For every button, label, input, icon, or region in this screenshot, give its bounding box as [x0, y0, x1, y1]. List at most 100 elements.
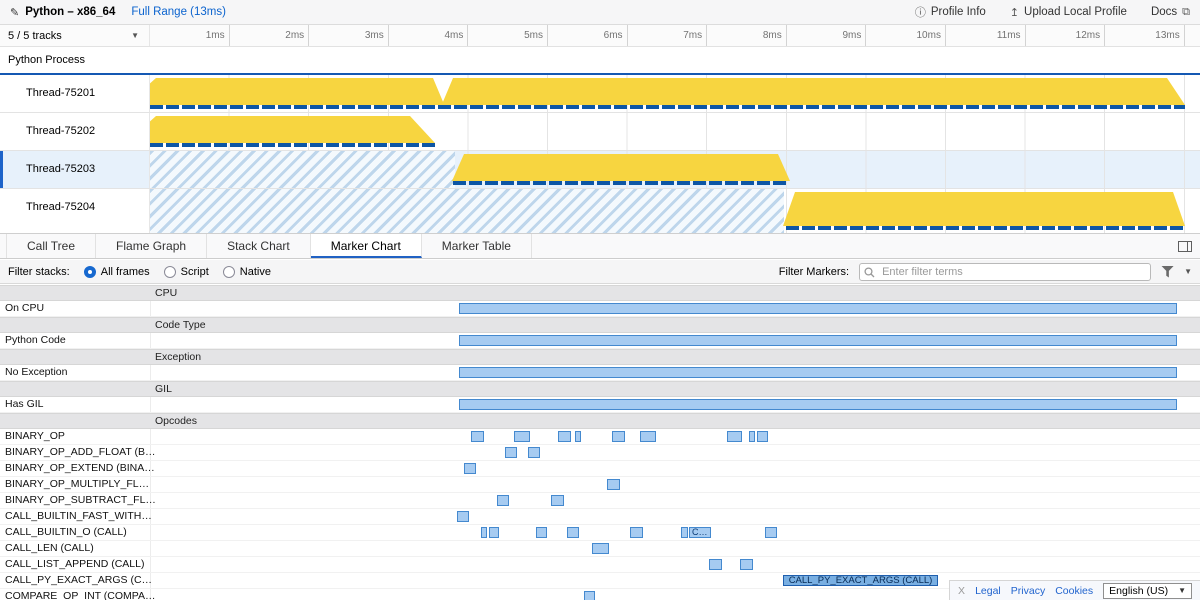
- tab-marker-chart[interactable]: Marker Chart: [310, 234, 422, 258]
- filter-funnel-icon[interactable]: [1161, 265, 1175, 278]
- marker-bar[interactable]: [505, 447, 517, 458]
- marker-group-header: CPU: [0, 285, 1200, 301]
- ruler-tick: 6ms: [548, 25, 628, 46]
- track-label[interactable]: Thread-75203: [0, 151, 150, 188]
- marker-bar[interactable]: [459, 399, 1177, 410]
- track-row[interactable]: Thread-75204: [0, 189, 1200, 233]
- track-label[interactable]: Thread-75204: [0, 189, 150, 233]
- track-label[interactable]: Thread-75201: [0, 75, 150, 112]
- docs-button[interactable]: Docs ⧉: [1151, 6, 1190, 19]
- marker-row[interactable]: Has GIL: [0, 397, 1200, 413]
- marker-row[interactable]: CALL_LEN (CALL): [0, 541, 1200, 557]
- tab-stack-chart[interactable]: Stack Chart: [207, 234, 311, 258]
- marker-row[interactable]: Python Code: [0, 333, 1200, 349]
- track-row[interactable]: Thread-75202: [0, 113, 1200, 151]
- marker-bar[interactable]: [471, 431, 484, 442]
- marker-bar[interactable]: [497, 495, 509, 506]
- radio-native[interactable]: Native: [222, 265, 271, 278]
- process-track-header[interactable]: Python Process: [0, 47, 1200, 75]
- timeline-ruler[interactable]: 1ms 2ms 3ms 4ms 5ms 6ms 7ms 8ms 9ms 10ms 11ms 12ms 1…: [150, 25, 1185, 46]
- marker-row-label: BINARY_OP: [5, 430, 65, 442]
- tab-flame-graph[interactable]: Flame Graph: [96, 234, 208, 258]
- radio-all-frames[interactable]: All frames: [83, 265, 150, 278]
- marker-bar[interactable]: [612, 431, 625, 442]
- marker-bar[interactable]: [459, 335, 1177, 346]
- marker-bar[interactable]: [584, 591, 595, 600]
- marker-bar[interactable]: [567, 527, 579, 538]
- ruler-tick: 13ms: [1105, 25, 1185, 46]
- marker-row[interactable]: COMPARE_OP_INT (COMPA…: [0, 589, 1200, 600]
- marker-bar[interactable]: [740, 559, 753, 570]
- close-button[interactable]: X: [958, 584, 966, 597]
- marker-row[interactable]: BINARY_OP_ADD_FLOAT (B…: [0, 445, 1200, 461]
- track-activity-fill: [150, 78, 1185, 105]
- marker-row[interactable]: BINARY_OP_EXTEND (BINA…: [0, 461, 1200, 477]
- marker-row[interactable]: CALL_PY_EXACT_ARGS (C… CALL_PY_EXACT_ARGS…: [0, 573, 1200, 589]
- tab-call-tree[interactable]: Call Tree: [6, 234, 97, 258]
- marker-row[interactable]: BINARY_OP_SUBTRACT_FL…: [0, 493, 1200, 509]
- profile-info-button[interactable]: ⓘ Profile Info: [915, 4, 986, 20]
- track-row[interactable]: Thread-75201: [0, 75, 1200, 113]
- marker-filter-input[interactable]: [859, 262, 1152, 281]
- radio-script-label: Script: [180, 265, 209, 278]
- marker-row-label: No Exception: [5, 366, 68, 378]
- marker-row[interactable]: No Exception: [0, 365, 1200, 381]
- marker-row[interactable]: CALL_LIST_APPEND (CALL): [0, 557, 1200, 573]
- marker-bar[interactable]: [765, 527, 777, 538]
- marker-bar[interactable]: [514, 431, 530, 442]
- ruler-tick: 8ms: [707, 25, 787, 46]
- marker-bar[interactable]: [592, 543, 609, 554]
- track-activity-graph[interactable]: [150, 151, 1200, 188]
- marker-bar[interactable]: [459, 367, 1177, 378]
- marker-bar[interactable]: [558, 431, 571, 442]
- radio-script[interactable]: Script: [163, 265, 209, 278]
- edit-profile-name-icon[interactable]: ✎: [10, 6, 20, 19]
- marker-bar[interactable]: [757, 431, 768, 442]
- track-label[interactable]: Thread-75202: [0, 113, 150, 150]
- marker-bar[interactable]: [489, 527, 499, 538]
- funnel-chevron-down-icon[interactable]: ▼: [1184, 267, 1192, 276]
- marker-bar[interactable]: [457, 511, 469, 522]
- timeline-ruler-bar: 5 / 5 tracks ▼ 1ms 2ms 3ms 4ms 5ms 6ms 7ms 8ms 9…: [0, 25, 1200, 47]
- panel-tab-bar: Call Tree Flame Graph Stack Chart Marker…: [0, 233, 1200, 259]
- marker-bar[interactable]: [681, 527, 688, 538]
- marker-bar[interactable]: [528, 447, 540, 458]
- marker-bar[interactable]: [749, 431, 755, 442]
- upload-local-profile-button[interactable]: ↥ Upload Local Profile: [1010, 6, 1127, 19]
- marker-bar[interactable]: [640, 431, 656, 442]
- marker-row[interactable]: CALL_BUILTIN_FAST_WITH…: [0, 509, 1200, 525]
- radio-icon: [222, 265, 235, 278]
- tab-marker-table[interactable]: Marker Table: [422, 234, 532, 258]
- marker-row-label: Exception: [155, 351, 202, 363]
- marker-bar[interactable]: [630, 527, 643, 538]
- language-select[interactable]: English (US) ▼: [1103, 582, 1192, 599]
- full-range-link[interactable]: Full Range (13ms): [131, 6, 226, 18]
- marker-bar[interactable]: [536, 527, 547, 538]
- marker-row[interactable]: CALL_BUILTIN_O (CALL) C…: [0, 525, 1200, 541]
- ruler-tick: 7ms: [628, 25, 708, 46]
- marker-row[interactable]: BINARY_OP_MULTIPLY_FL…: [0, 477, 1200, 493]
- legal-link[interactable]: Legal: [975, 584, 1001, 597]
- thread-tracks: Thread-75201 Thread-75202 Thread-75203: [0, 75, 1200, 233]
- marker-bar[interactable]: [607, 479, 620, 490]
- marker-bar[interactable]: [551, 495, 564, 506]
- marker-row[interactable]: BINARY_OP: [0, 429, 1200, 445]
- sidebar-toggle-icon[interactable]: [1178, 241, 1192, 252]
- marker-bar[interactable]: C…: [689, 527, 711, 538]
- marker-bar[interactable]: [575, 431, 581, 442]
- track-activity-graph[interactable]: [150, 75, 1200, 112]
- track-activity-graph[interactable]: [150, 113, 1200, 150]
- marker-bar[interactable]: [464, 463, 476, 474]
- marker-row[interactable]: On CPU: [0, 301, 1200, 317]
- marker-bar[interactable]: [459, 303, 1177, 314]
- track-activity-graph[interactable]: [150, 189, 1200, 233]
- marker-bar[interactable]: CALL_PY_EXACT_ARGS (CALL): [783, 575, 938, 586]
- marker-bar[interactable]: [709, 559, 722, 570]
- top-bar-actions: ⓘ Profile Info ↥ Upload Local Profile Do…: [915, 4, 1190, 20]
- track-row-selected[interactable]: Thread-75203: [0, 151, 1200, 189]
- marker-bar[interactable]: [481, 527, 487, 538]
- tracks-count-dropdown[interactable]: 5 / 5 tracks ▼: [0, 25, 150, 46]
- cookies-link[interactable]: Cookies: [1055, 584, 1094, 597]
- marker-bar[interactable]: [727, 431, 742, 442]
- privacy-link[interactable]: Privacy: [1010, 584, 1046, 597]
